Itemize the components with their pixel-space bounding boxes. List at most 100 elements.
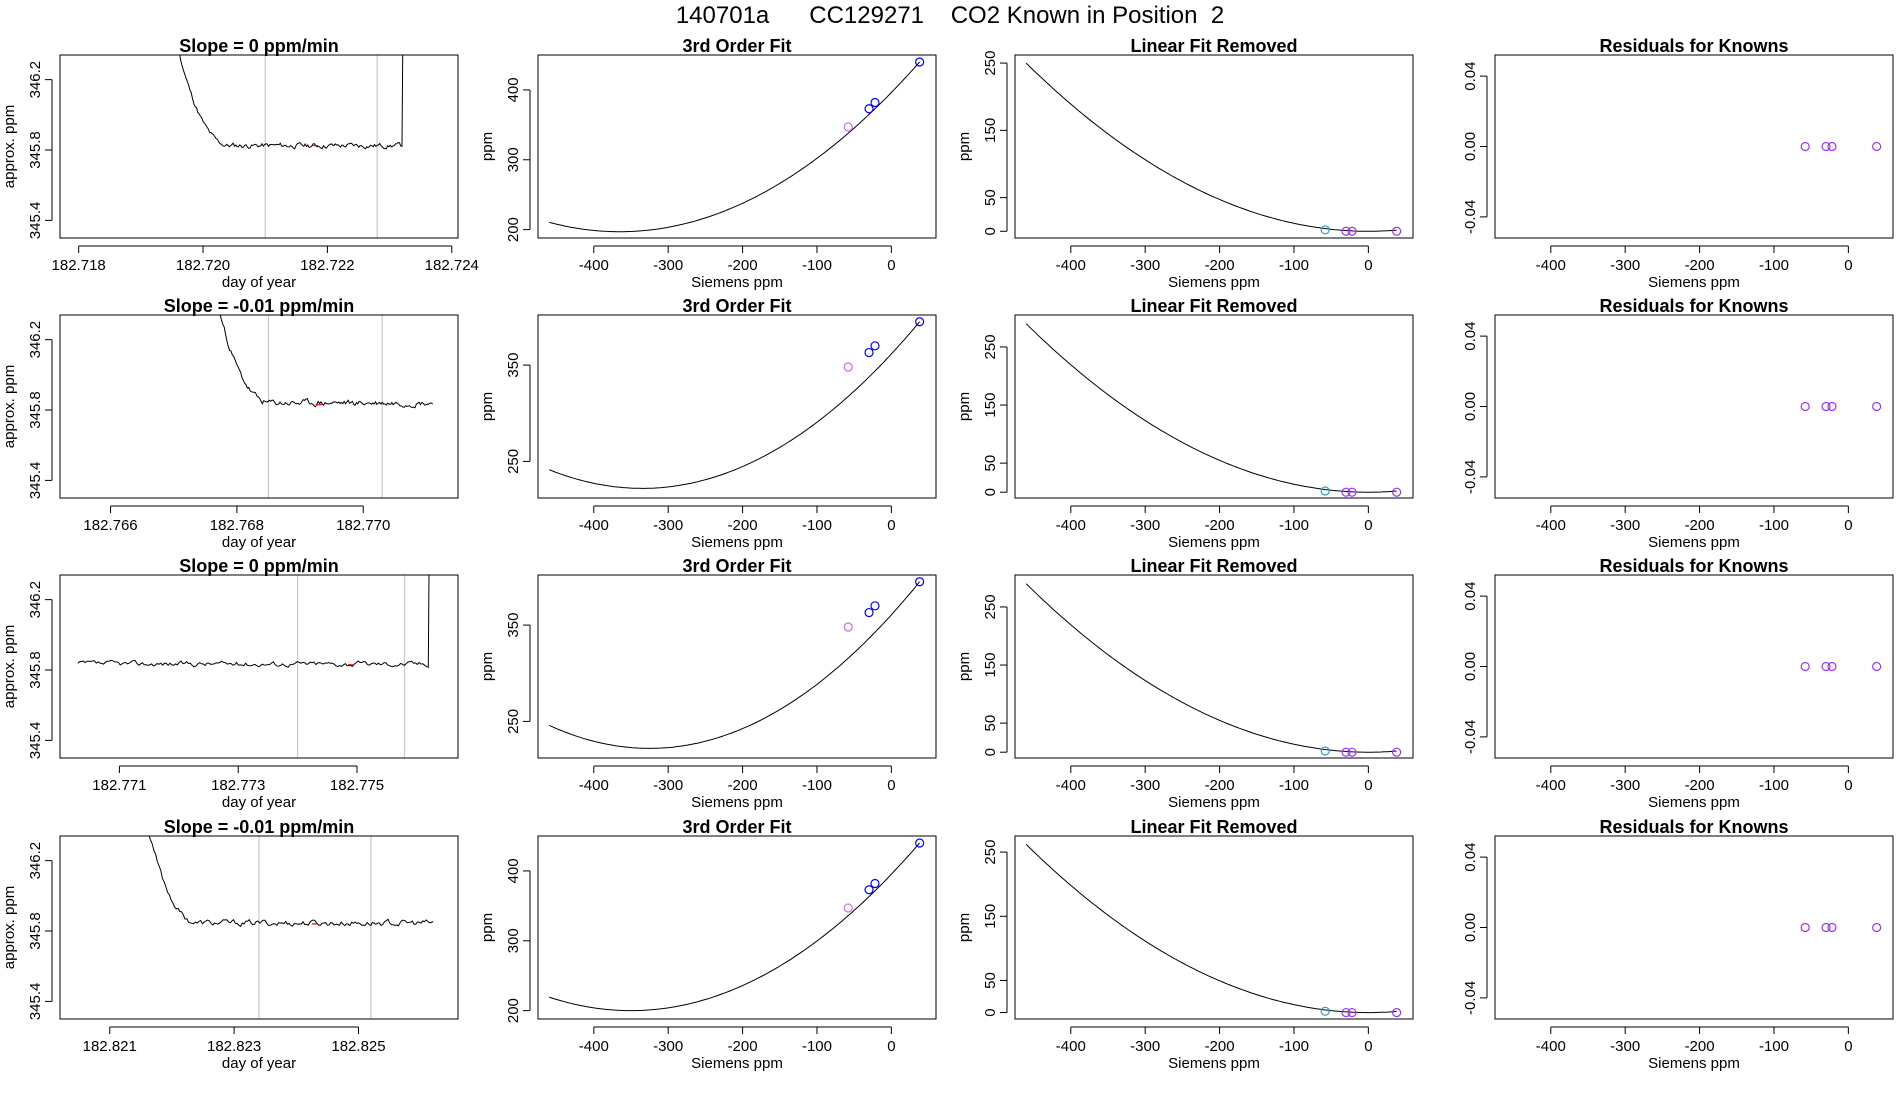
y-tick-label: 0.00 <box>1462 652 1479 681</box>
y-tick-label: 0.04 <box>1462 843 1479 872</box>
plot-area <box>1025 323 1397 493</box>
x-tick-label: -100 <box>802 777 832 794</box>
y-tick-label: 346.2 <box>27 321 44 359</box>
x-tick-label: 0 <box>1364 777 1372 794</box>
panel-title: 3rd Order Fit <box>682 36 791 56</box>
data-point <box>1872 922 1882 933</box>
x-tick-label: 182.720 <box>176 257 230 274</box>
data-point <box>870 97 880 108</box>
y-tick-label: -0.04 <box>1462 981 1479 1015</box>
y-tick-label: 300 <box>505 147 522 172</box>
x-tick-label: -300 <box>653 1038 683 1055</box>
x-tick-label: -400 <box>1056 1038 1086 1055</box>
panel-r1-c2: Linear Fit Removed -400 -300 -200 -100 0 Sieme… <box>956 296 1414 551</box>
y-tick-label: 345.8 <box>27 391 44 429</box>
trace-line <box>219 315 433 409</box>
data-point <box>870 878 880 889</box>
plot-area <box>549 61 920 233</box>
panel-r3-c2: Linear Fit Removed -400 -300 -200 -100 0 Sieme… <box>956 817 1414 1072</box>
data-point <box>1821 141 1831 152</box>
data-point <box>1392 226 1402 236</box>
y-tick-label: 250 <box>982 840 999 865</box>
data-point <box>1341 747 1351 757</box>
x-tick-label: -200 <box>728 257 758 274</box>
fit-curve <box>549 61 920 233</box>
panel-title: Slope = -0.01 ppm/min <box>164 817 355 837</box>
y-tick-label: 0 <box>982 1008 999 1016</box>
x-tick-label: -100 <box>802 257 832 274</box>
data-point <box>1392 747 1402 757</box>
data-point <box>1320 1006 1330 1016</box>
plot-frame <box>1014 314 1414 499</box>
x-tick-label: 182.771 <box>92 777 146 794</box>
x-tick-label: 0 <box>887 1038 895 1055</box>
y-tick-label: 250 <box>982 51 999 76</box>
x-tick-label: -200 <box>728 517 758 534</box>
plot-frame <box>1014 54 1414 239</box>
x-tick-label: 182.724 <box>425 257 479 274</box>
data-point <box>864 347 874 358</box>
panel-title: Linear Fit Removed <box>1130 817 1297 837</box>
y-tick-label: 250 <box>505 449 522 474</box>
panel-title: Linear Fit Removed <box>1130 296 1297 316</box>
x-tick-label: -400 <box>579 517 609 534</box>
y-tick-label: 346.2 <box>27 842 44 880</box>
x-tick-label: 182.773 <box>211 777 265 794</box>
data-point <box>915 57 925 67</box>
x-axis-label: Siemens ppm <box>1648 534 1740 551</box>
y-tick-label: 0 <box>982 227 999 235</box>
y-tick-label: 0.04 <box>1462 62 1479 91</box>
data-point <box>843 903 853 913</box>
y-tick-label: 350 <box>505 353 522 378</box>
panel-title: Slope = -0.01 ppm/min <box>164 296 355 316</box>
x-tick-label: 0 <box>1364 517 1372 534</box>
plot-frame <box>537 574 937 759</box>
y-tick-label: 0.04 <box>1462 322 1479 351</box>
plot-area <box>77 575 430 758</box>
data-point <box>1347 226 1357 236</box>
x-tick-label: 182.722 <box>300 257 354 274</box>
data-point <box>1800 401 1810 412</box>
plot-area <box>148 836 434 1019</box>
y-tick-label: 345.8 <box>27 651 44 689</box>
plot-area <box>1025 583 1397 753</box>
x-tick-label: -100 <box>1279 257 1309 274</box>
x-tick-label: -100 <box>1279 777 1309 794</box>
panel-title: 3rd Order Fit <box>682 817 791 837</box>
panel-title: Residuals for Knowns <box>1599 36 1788 56</box>
y-axis-label: ppm <box>956 913 973 942</box>
plot-frame <box>59 314 459 499</box>
y-axis-label: ppm <box>956 652 973 681</box>
data-point <box>915 577 925 587</box>
y-tick-label: 150 <box>982 118 999 143</box>
plot-area <box>549 842 920 1012</box>
plot-area <box>1025 62 1397 232</box>
y-tick-label: 0.00 <box>1462 392 1479 421</box>
x-tick-label: -400 <box>1536 517 1566 534</box>
plot-area <box>179 55 404 238</box>
y-axis-label: approx. ppm <box>1 365 18 448</box>
panel-title: Slope = 0 ppm/min <box>179 36 339 56</box>
y-tick-label: 0.00 <box>1462 132 1479 161</box>
plot-frame <box>1494 54 1894 239</box>
y-tick-label: 150 <box>982 904 999 929</box>
data-point <box>1821 661 1831 672</box>
x-tick-label: 182.718 <box>52 257 106 274</box>
x-tick-label: 0 <box>887 257 895 274</box>
panel-title: Residuals for Knowns <box>1599 296 1788 316</box>
panel-r1-c3: Residuals for Knowns -400 -300 -200 -100 0 Sie… <box>1462 296 1894 551</box>
x-tick-label: -400 <box>1536 257 1566 274</box>
plot-area <box>1025 843 1397 1014</box>
trace-line <box>77 575 430 668</box>
x-tick-label: 182.768 <box>210 517 264 534</box>
y-tick-label: -0.04 <box>1462 460 1479 494</box>
plot-frame <box>537 54 937 239</box>
x-tick-label: -400 <box>579 1038 609 1055</box>
fit-curve <box>1025 323 1397 493</box>
data-point <box>1320 225 1330 235</box>
y-tick-label: 345.4 <box>27 462 44 500</box>
x-tick-label: -100 <box>1279 517 1309 534</box>
x-tick-label: -200 <box>728 1038 758 1055</box>
x-tick-label: -300 <box>653 777 683 794</box>
y-tick-label: 200 <box>505 217 522 242</box>
